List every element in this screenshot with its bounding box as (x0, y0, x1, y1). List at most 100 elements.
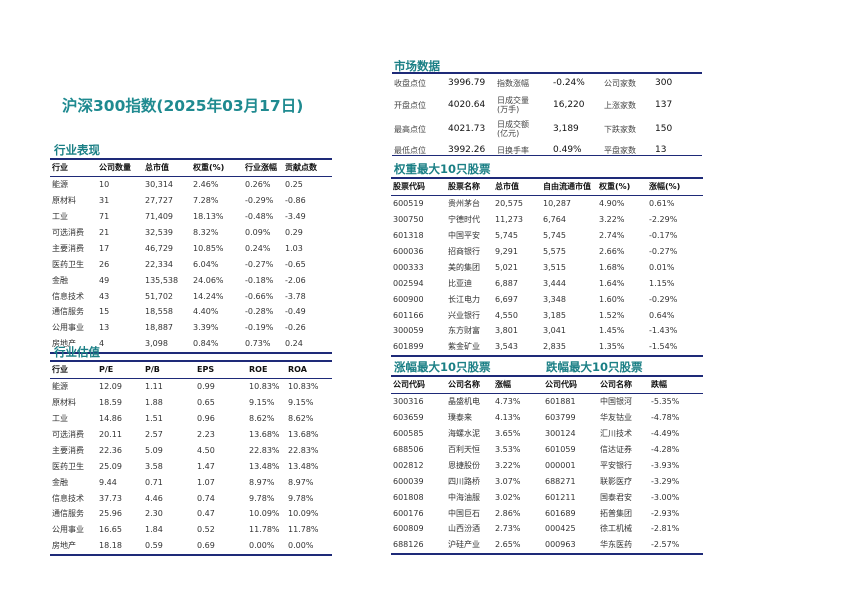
industry-val-cell: 金融 (52, 477, 68, 487)
gainers-cell: 百利天恒 (448, 445, 480, 454)
industry-val-cell: 22.83% (288, 445, 319, 455)
industry-perf-cell: 1.03 (285, 243, 303, 253)
top-weight-cell: 长江电力 (448, 294, 480, 304)
top-weight-cell: 招商银行 (448, 247, 480, 256)
market-label: 上涨家数 (604, 101, 636, 110)
market-value: -0.24% (553, 78, 585, 88)
market-label: 指数涨幅 (497, 79, 529, 88)
industry-val-cell: 1.07 (197, 477, 215, 487)
industry-val-cell: 10.83% (249, 382, 280, 392)
market-value: 0.49% (553, 145, 582, 155)
top-weight-header-cell: 涨幅(%) (647, 176, 703, 196)
industry-val-cell: 通信服务 (52, 509, 84, 519)
industry-val-cell: 0.69 (195, 537, 247, 556)
gainers-cell: 002812 (393, 460, 424, 470)
industry-perf-cell: 0.24 (283, 335, 332, 354)
industry-perf-cell: 18.13% (193, 212, 224, 222)
losers-header-cell: 跌幅 (649, 374, 703, 394)
industry-val-cell: 4.46 (145, 493, 163, 503)
industry-val-cell: 1.84 (145, 525, 163, 535)
top-weight-title: 权重最大10只股票 (394, 162, 491, 176)
industry-val-cell: 0.00% (247, 537, 286, 556)
industry-val-cell: 0.52 (197, 525, 215, 535)
industry-val-cell: 10.09% (288, 509, 319, 519)
losers-cell: 中国银河 (600, 397, 632, 407)
industry-val-cell: 9.15% (288, 398, 314, 408)
industry-perf-title: 行业表现 (54, 143, 100, 157)
industry-perf-cell: 10.85% (193, 243, 224, 253)
industry-perf-cell: 32,539 (145, 228, 173, 237)
industry-val-cell: 11.78% (249, 525, 280, 535)
top-weight-cell: 3,041 (543, 326, 566, 336)
industry-perf-cell: 21 (99, 228, 110, 237)
losers-cell: -2.81% (651, 524, 680, 534)
top-weight-row: 002594 比亚迪 6,887 3,444 1.64% 1.15% (391, 275, 703, 291)
top-weight-header-cell: 总市值 (493, 176, 541, 196)
top-weight-cell: 3,801 (495, 326, 518, 336)
industry-perf-cell: -3.49 (285, 212, 306, 222)
losers-cell: 华东医药 (598, 536, 649, 555)
top-weight-cell: -1.54% (647, 338, 703, 357)
industry-perf-cell: 原材料 (52, 196, 76, 206)
gainers-losers-row: 688506 百利天恒 3.53% 601059 信达证券 -4.28% (391, 442, 703, 458)
top-weight-row: 600900 长江电力 6,697 3,348 1.60% -0.29% (391, 291, 703, 307)
industry-val-cell: 22.36 (99, 445, 122, 455)
gainers-cell: 600585 (393, 429, 424, 439)
industry-val-row: 可选消费 20.11 2.57 2.23 13.68% 13.68% (50, 427, 332, 443)
gainers-cell: 2.86% (495, 508, 521, 518)
gainers-losers-row: 600585 海螺水泥 3.65% 300124 汇川技术 -4.49% (391, 426, 703, 442)
industry-perf-cell: 46,729 (145, 243, 173, 253)
industry-perf-cell: -0.48% (245, 212, 274, 222)
industry-val-cell: 13.68% (249, 430, 280, 439)
industry-perf-cell: -0.19% (245, 323, 274, 333)
top-weight-cell: 贵州茅台 (448, 199, 480, 209)
top-weight-cell: 9,291 (495, 247, 518, 256)
industry-perf-cell: 2.46% (193, 180, 219, 190)
losers-cell: -3.29% (651, 476, 680, 486)
industry-val-header-cell: ROE (247, 359, 286, 379)
top-weight-row: 601318 中国平安 5,745 5,745 2.74% -0.17% (391, 228, 703, 244)
top-weight-row: 601899 紫金矿业 3,543 2,835 1.35% -1.54% (391, 338, 703, 357)
losers-cell: 601689 (545, 508, 576, 518)
market-value: 137 (655, 100, 673, 110)
top-weight-cell: 1.45% (599, 326, 625, 336)
industry-val-cell: 2.57 (145, 430, 163, 439)
industry-perf-cell: 31 (99, 196, 110, 206)
market-value: 4020.64 (448, 100, 486, 110)
industry-val-cell: 1.88 (145, 398, 163, 408)
industry-perf-cell: 4 (97, 335, 143, 354)
industry-perf-cell: 公用事业 (52, 323, 84, 333)
industry-val-cell: 公用事业 (52, 525, 84, 535)
market-value: 13 (655, 145, 667, 155)
top-weight-cell: 美的集团 (448, 262, 480, 272)
industry-val-row: 公用事业 16.65 1.84 0.52 11.78% 11.78% (50, 522, 332, 538)
industry-perf-cell: 可选消费 (52, 228, 84, 237)
industry-val-row: 医药卫生 25.09 3.58 1.47 13.48% 13.48% (50, 458, 332, 474)
top-weight-cell: 兴业银行 (448, 310, 480, 320)
top-weight-row: 300059 东方财富 3,801 3,041 1.45% -1.43% (391, 323, 703, 339)
losers-cell: 300124 (545, 429, 576, 439)
industry-perf-cell: 3.39% (193, 323, 219, 333)
gainers-losers-row: 601808 中海油服 3.02% 601211 国泰君安 -3.00% (391, 489, 703, 505)
top-weight-header-cell: 权重(%) (597, 176, 647, 196)
industry-perf-cell: -2.06 (285, 275, 306, 285)
industry-perf-cell: 24.06% (193, 275, 224, 285)
top-weight-cell: 4,550 (495, 310, 518, 320)
industry-perf-cell: 工业 (52, 212, 68, 222)
industry-val-cell: 9.78% (249, 493, 275, 503)
top-weight-row: 600036 招商银行 9,291 5,575 2.66% -0.27% (391, 244, 703, 260)
losers-header-cell: 公司名称 (598, 374, 649, 394)
industry-perf-cell: 15 (99, 307, 110, 317)
industry-val-row: 通信服务 25.96 2.30 0.47 10.09% 10.09% (50, 506, 332, 522)
industry-val-table: 行业 P/E P/B EPS ROE ROA 能源 12.09 1.11 0.99 10.83% 1… (50, 359, 332, 556)
industry-perf-cell: 13 (99, 323, 110, 333)
industry-perf-header-cell: 贡献点数 (283, 157, 332, 177)
top-weight-cell: 300750 (393, 215, 424, 225)
losers-cell: 000001 (545, 460, 576, 470)
market-value: 3,189 (553, 124, 579, 134)
industry-val-cell: 14.86 (99, 414, 122, 424)
industry-perf-cell: 10 (99, 180, 110, 190)
market-data-bottom-rule (392, 155, 702, 156)
industry-perf-row: 金融 49 135,538 24.06% -0.18% -2.06 (50, 272, 332, 288)
industry-perf-row: 医药卫生 26 22,334 6.04% -0.27% -0.65 (50, 256, 332, 272)
